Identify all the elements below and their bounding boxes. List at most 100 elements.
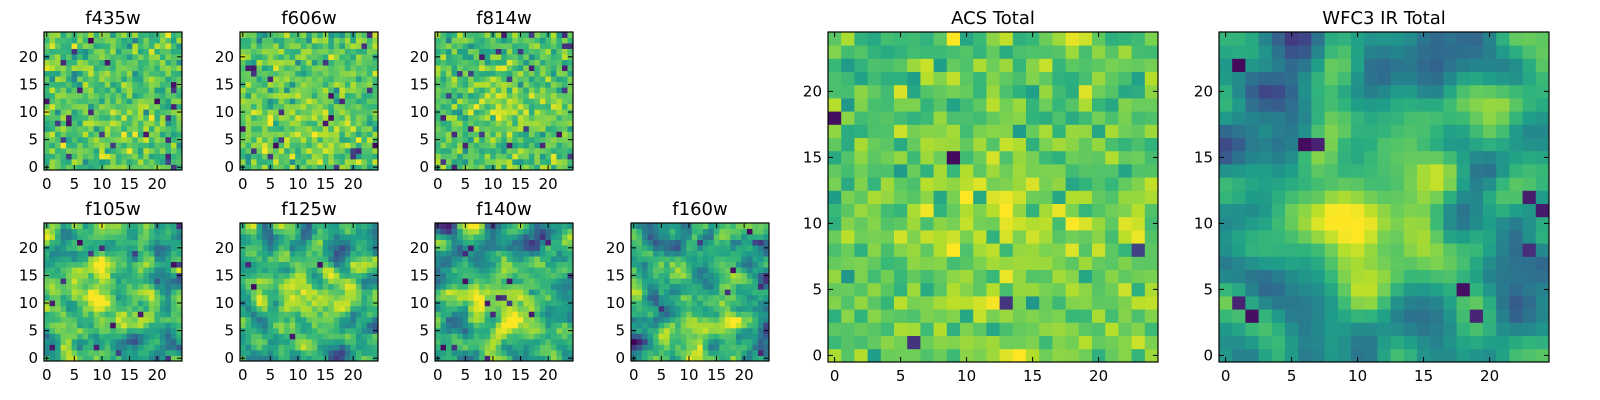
heatmap-cell: [451, 87, 458, 94]
heatmap-cell: [278, 70, 285, 77]
heatmap-cell: [328, 267, 335, 274]
heatmap-cell: [137, 305, 144, 312]
heatmap-cell: [512, 98, 519, 105]
heatmap-cell: [484, 234, 491, 240]
heatmap-cell: [170, 355, 177, 362]
heatmap-cell: [82, 54, 89, 60]
heatmap-cell: [121, 109, 128, 116]
heatmap-cell: [71, 278, 78, 285]
heatmap-cell: [719, 239, 726, 246]
heatmap-cell: [245, 322, 252, 329]
heatmap-cell: [495, 76, 502, 83]
heatmap-cell: [539, 272, 546, 279]
heatmap-cell: [366, 65, 373, 72]
heatmap-cell: [361, 131, 368, 138]
y-tick-label: 10: [606, 294, 625, 312]
heatmap-cell: [126, 136, 133, 143]
heatmap-cell: [490, 311, 497, 318]
heatmap-cell: [523, 98, 530, 105]
heatmap-cell: [556, 103, 563, 110]
heatmap-cell: [361, 305, 368, 312]
heatmap-cell: [366, 228, 373, 235]
heatmap-cell: [653, 223, 659, 229]
heatmap-cell: [240, 59, 246, 66]
heatmap-cell: [757, 311, 764, 318]
heatmap-cell: [143, 355, 150, 362]
heatmap-cell: [664, 316, 671, 323]
heatmap-cell: [528, 245, 535, 251]
heatmap-cell: [451, 278, 458, 285]
heatmap-cell: [675, 311, 682, 318]
heatmap-cell: [350, 239, 357, 246]
heatmap-cell: [104, 142, 111, 149]
heatmap-cell: [506, 92, 513, 99]
heatmap-cell: [273, 87, 280, 94]
heatmap-cell: [121, 300, 128, 307]
heatmap-cell: [506, 65, 513, 72]
heatmap-cell: [920, 177, 934, 191]
heatmap-cell: [366, 349, 373, 356]
heatmap-cell: [317, 272, 324, 279]
heatmap-cell: [115, 333, 122, 340]
heatmap-cell: [350, 92, 357, 99]
heatmap-cell: [154, 239, 161, 246]
heatmap-cell: [339, 153, 346, 160]
heatmap-cell: [159, 283, 166, 290]
heatmap-cell: [300, 120, 307, 127]
heatmap-cell: [311, 327, 318, 334]
y-tick-label: 5: [28, 322, 38, 340]
heatmap-cell: [435, 333, 441, 340]
heatmap-cell: [60, 250, 67, 257]
heatmap-cell: [1065, 296, 1080, 310]
heatmap-cell: [440, 245, 447, 251]
heatmap-cell: [88, 103, 95, 110]
heatmap-cell: [1039, 177, 1053, 191]
heatmap-cell: [143, 272, 150, 279]
heatmap-cell: [295, 267, 302, 274]
heatmap-cell: [675, 316, 682, 323]
heatmap-cell: [110, 223, 117, 229]
heatmap-cell: [757, 272, 764, 279]
panel-title: f140w: [476, 199, 531, 220]
heatmap-cell: [273, 256, 280, 263]
heatmap-cell: [702, 333, 709, 340]
heatmap-cell: [713, 333, 720, 340]
heatmap-cell: [1131, 296, 1146, 310]
heatmap-cell: [1078, 322, 1093, 336]
heatmap-cell: [366, 158, 373, 165]
heatmap-cell: [328, 37, 335, 44]
heatmap-cell: [366, 109, 373, 116]
heatmap-cell: [55, 125, 61, 132]
heatmap-cell: [567, 294, 574, 301]
heatmap-cell: [289, 250, 296, 257]
heatmap-cell: [567, 256, 574, 263]
heatmap-cell: [148, 344, 155, 351]
heatmap-cell: [757, 278, 764, 285]
heatmap-cell: [251, 245, 257, 251]
heatmap-cell: [680, 267, 687, 274]
heatmap-cell: [468, 109, 475, 116]
heatmap-cell: [240, 250, 246, 257]
heatmap-cell: [165, 109, 172, 116]
heatmap-cell: [1092, 256, 1106, 270]
heatmap-cell: [306, 338, 313, 345]
heatmap-cell: [686, 278, 693, 285]
heatmap-cell: [1039, 190, 1053, 204]
heatmap-cell: [159, 261, 166, 268]
heatmap-cell: [289, 153, 296, 160]
heatmap-cell: [664, 333, 671, 340]
heatmap-cell: [462, 98, 469, 105]
heatmap-cell: [251, 239, 257, 246]
heatmap-cell: [333, 114, 340, 121]
heatmap-cell: [457, 114, 463, 121]
heatmap-cell: [702, 305, 709, 312]
heatmap-cell: [355, 223, 362, 229]
heatmap-cell: [333, 344, 340, 351]
heatmap-cell: [757, 239, 764, 246]
heatmap-cell: [539, 32, 546, 38]
heatmap-cell: [110, 250, 117, 257]
heatmap-cell: [435, 92, 441, 99]
heatmap-cell: [854, 230, 868, 244]
heatmap-cell: [344, 142, 351, 149]
